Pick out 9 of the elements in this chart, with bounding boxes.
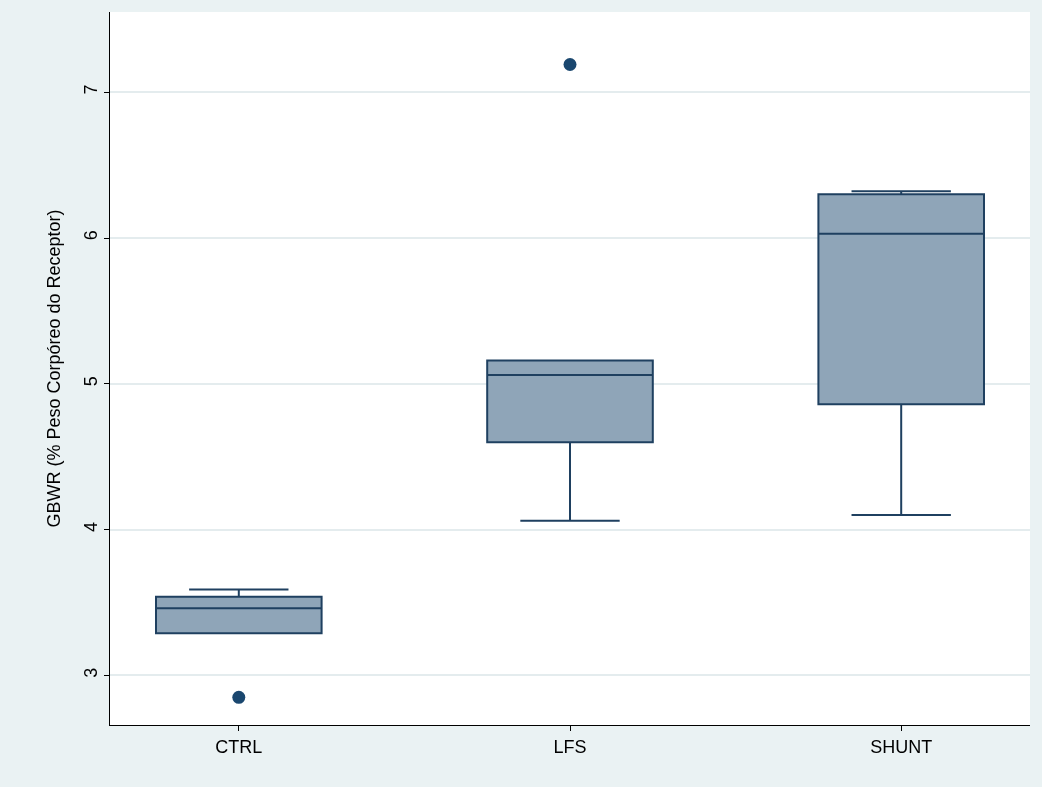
x-tick-label: LFS [553, 736, 587, 757]
y-tick-label: 6 [80, 230, 101, 241]
y-tick-label: 4 [80, 521, 101, 532]
x-tick-label: CTRL [215, 736, 263, 757]
y-tick-label: 3 [80, 667, 101, 678]
y-tick-label: 5 [80, 376, 101, 387]
x-tick-label: SHUNT [870, 736, 933, 757]
y-tick-label: 7 [80, 84, 101, 95]
y-axis-title: GBWR (% Peso Corpóreo do Receptor) [44, 209, 64, 528]
